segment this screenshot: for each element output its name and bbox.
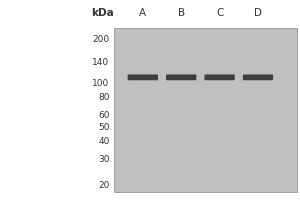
Text: 40: 40 xyxy=(98,137,110,146)
Text: A: A xyxy=(139,8,146,18)
FancyBboxPatch shape xyxy=(205,74,235,80)
Text: 60: 60 xyxy=(98,111,110,120)
FancyBboxPatch shape xyxy=(128,74,158,80)
Text: 20: 20 xyxy=(98,181,110,190)
Text: 80: 80 xyxy=(98,93,110,102)
Text: 100: 100 xyxy=(92,79,110,88)
FancyBboxPatch shape xyxy=(243,74,273,80)
Text: 200: 200 xyxy=(92,35,110,44)
Text: kDa: kDa xyxy=(91,8,113,18)
Text: D: D xyxy=(254,8,262,18)
Text: B: B xyxy=(178,8,185,18)
FancyBboxPatch shape xyxy=(166,74,196,80)
Bar xyxy=(114,28,297,192)
Text: 140: 140 xyxy=(92,58,110,67)
Text: 50: 50 xyxy=(98,123,110,132)
Text: C: C xyxy=(216,8,223,18)
Text: 30: 30 xyxy=(98,155,110,164)
